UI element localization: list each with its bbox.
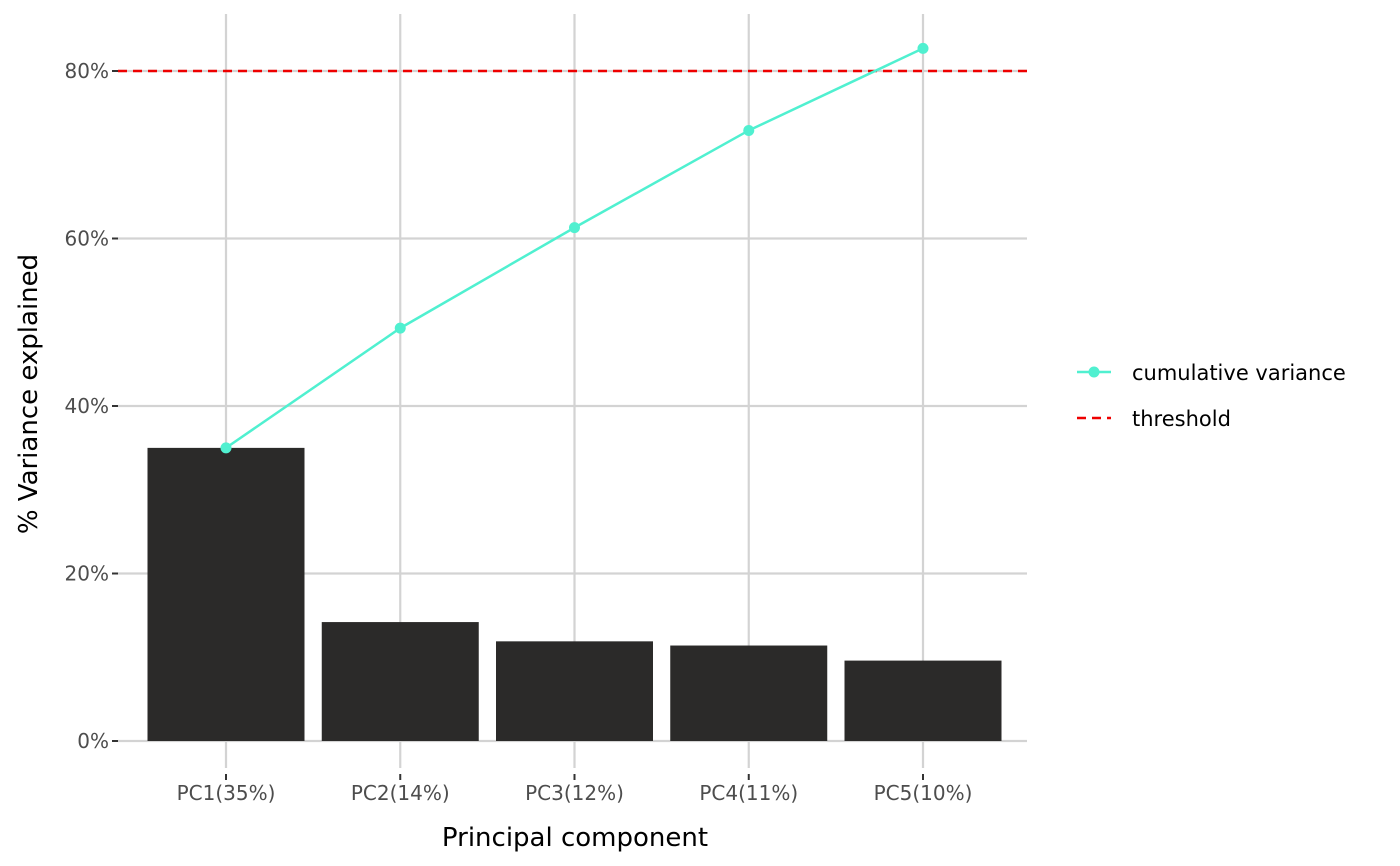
bars	[147, 447, 1002, 741]
x-tick-label: PC1(35%)	[177, 781, 276, 805]
x-axis: PC1(35%) PC2(14%) PC3(12%) PC4(11%) PC5(10%)	[177, 774, 973, 805]
legend: cumulative variance threshold	[1077, 361, 1346, 431]
x-tick-label: PC5(10%)	[874, 781, 973, 805]
cumulative-line-group	[220, 42, 929, 454]
x-tick-label: PC2(14%)	[351, 781, 450, 805]
bar	[844, 660, 1002, 741]
y-tick-label: 40%	[65, 394, 109, 418]
legend-cumulative-point-key	[1088, 366, 1100, 378]
legend-cumulative-label: cumulative variance	[1132, 361, 1346, 385]
cumulative-variance-point	[220, 442, 232, 454]
bar	[147, 447, 305, 741]
bar	[496, 641, 653, 741]
legend-threshold-label: threshold	[1132, 407, 1231, 431]
y-axis: 0% 20% 40% 60% 80%	[65, 59, 118, 753]
y-tick-label: 20%	[65, 562, 109, 586]
cumulative-variance-point	[569, 222, 580, 234]
cumulative-variance-point	[743, 124, 755, 136]
cumulative-variance-point	[917, 42, 929, 54]
y-tick-label: 0%	[77, 729, 109, 753]
y-axis-title: % Variance explained	[14, 254, 44, 534]
x-axis-title: Principal component	[442, 823, 708, 853]
y-tick-label: 60%	[65, 227, 109, 251]
x-tick-label: PC3(12%)	[525, 781, 624, 805]
x-tick-label: PC4(11%)	[699, 781, 798, 805]
bar	[670, 645, 828, 741]
y-tick-label: 80%	[65, 59, 109, 83]
bar	[321, 622, 479, 741]
cumulative-variance-point	[394, 322, 406, 334]
